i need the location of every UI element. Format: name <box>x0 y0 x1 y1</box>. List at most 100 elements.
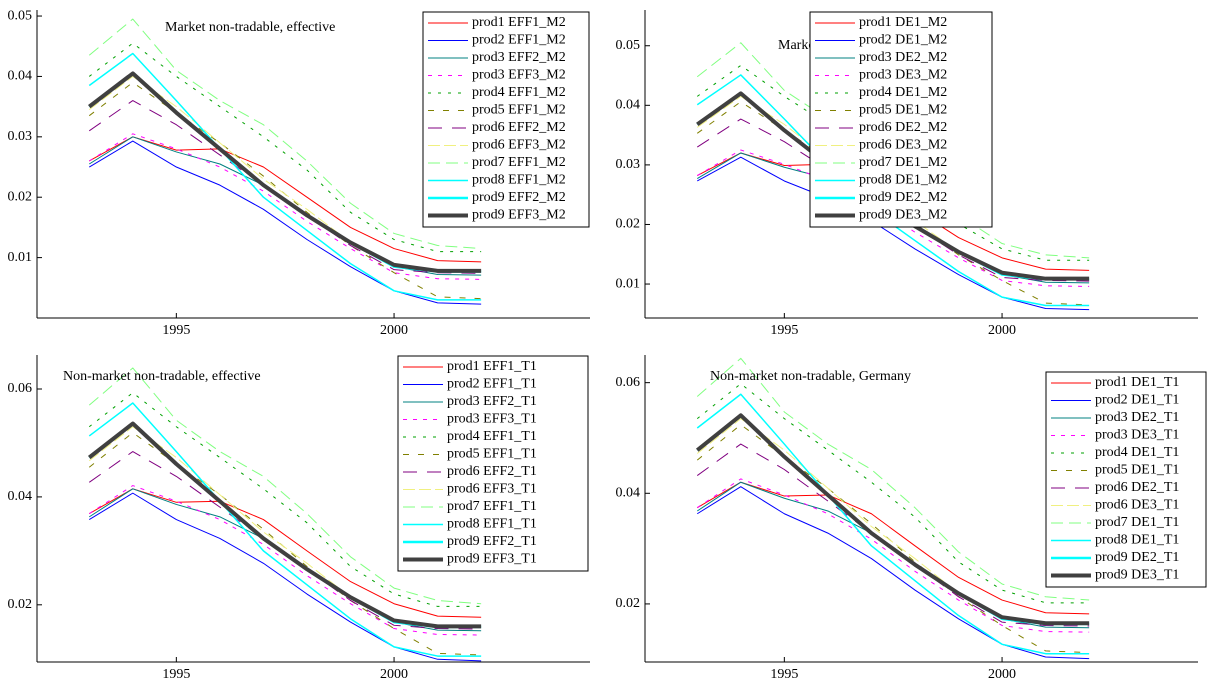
legend-label: prod7 DE1_M2 <box>859 155 947 170</box>
legend: prod1 DE1_M2 prod2 DE1_M2 prod3 DE2_M2prod… <box>809 11 993 228</box>
legend: prod1 EFF1_M2 prod2 EFF1_M2 prod3 EFF2_M2p… <box>422 11 590 228</box>
legend-label: prod3 EFF2_T1 <box>447 394 537 409</box>
legend-label: prod5 EFF1_T1 <box>447 447 537 462</box>
legend-label: prod2 EFF1_T1 <box>447 377 537 392</box>
legend-label: prod1 EFF1_M2 <box>472 15 566 30</box>
x-tick-label: 2000 <box>988 323 1016 338</box>
legend-label: prod9 EFF3_M2 <box>472 208 566 223</box>
legend-label: prod7 DE1_T1 <box>1095 515 1179 530</box>
series-line <box>88 81 482 300</box>
series-line <box>696 443 1090 627</box>
x-tick-label: 2000 <box>988 667 1016 682</box>
series-line <box>88 133 482 280</box>
legend-label: prod3 DE2_T1 <box>1095 410 1179 425</box>
series-line <box>696 486 1090 660</box>
x-tick-label: 2000 <box>380 323 408 338</box>
legend-label: prod6 DE3_M2 <box>859 138 947 153</box>
series-line <box>88 42 482 253</box>
legend-label: prod5 DE1_T1 <box>1095 463 1179 478</box>
series-line <box>696 101 1090 306</box>
series-line <box>696 357 1090 601</box>
series-line <box>88 100 482 274</box>
series-line <box>696 393 1090 655</box>
legend-label: prod7 EFF1_M2 <box>472 155 566 170</box>
legend-box <box>397 355 589 572</box>
series-line <box>88 421 482 629</box>
series-line <box>696 481 1090 615</box>
legend-label: prod9 DE2_M2 <box>859 190 947 205</box>
y-tick-label: 0.02 <box>8 597 33 612</box>
legend-label: prod2 DE1_M2 <box>859 33 947 48</box>
legend-label: prod9 EFF2_T1 <box>447 534 537 549</box>
legend-label: prod5 EFF1_M2 <box>472 103 566 118</box>
series-line <box>88 140 482 305</box>
series-line <box>89 488 482 618</box>
series-line <box>696 64 1090 261</box>
legend-label: prod9 DE3_T1 <box>1095 568 1179 583</box>
legend-label: prod9 DE3_M2 <box>859 208 947 223</box>
series-line <box>88 71 482 273</box>
legend-label: prod8 EFF1_M2 <box>472 173 566 188</box>
y-tick-label: 0.04 <box>616 486 641 501</box>
series-line <box>88 75 482 272</box>
legend-label: prod5 DE1_M2 <box>859 103 947 118</box>
y-tick-label: 0.06 <box>8 381 33 396</box>
series-line <box>88 402 482 657</box>
series-line <box>696 424 1090 654</box>
legend-label: prod3 EFF3_T1 <box>447 412 537 427</box>
legend-label: prod3 DE3_M2 <box>859 68 947 83</box>
legend-label: prod6 EFF3_M2 <box>472 138 566 153</box>
x-tick-label: 1995 <box>770 667 798 682</box>
series-line <box>88 485 482 636</box>
legend-label: prod8 EFF1_T1 <box>447 517 537 532</box>
legend-label: prod4 EFF1_M2 <box>472 85 566 100</box>
x-tick-label: 2000 <box>380 667 408 682</box>
legend-label: prod3 DE2_M2 <box>859 50 947 65</box>
series-line <box>88 367 482 605</box>
series-line <box>88 492 482 662</box>
chart-title: Market non-tradable, effective <box>165 20 335 35</box>
legend-label: prod6 DE2_T1 <box>1095 480 1179 495</box>
series-line <box>88 392 482 607</box>
chart-title: Non-market non-tradable, Germany <box>710 369 911 384</box>
legend: prod1 DE1_T1 prod2 DE1_T1 prod3 DE2_T1prod… <box>1045 371 1207 588</box>
y-tick-label: 0.06 <box>616 375 641 390</box>
legend-label: prod4 EFF1_T1 <box>447 429 537 444</box>
legend-label: prod6 EFF2_M2 <box>472 120 566 135</box>
legend-label: prod2 EFF1_M2 <box>472 33 566 48</box>
legend-label: prod9 EFF2_M2 <box>472 190 566 205</box>
y-tick-label: 0.03 <box>616 157 641 172</box>
legend: prod1 EFF1_T1 prod2 EFF1_T1 prod3 EFF2_T1p… <box>397 355 589 572</box>
legend-label: prod8 DE1_M2 <box>859 173 947 188</box>
legend-label: prod4 DE1_T1 <box>1095 445 1179 460</box>
series-line <box>88 451 482 630</box>
x-tick-label: 1995 <box>770 323 798 338</box>
series-line <box>88 72 482 273</box>
series-line <box>696 478 1090 633</box>
y-tick-label: 0.04 <box>8 489 33 504</box>
y-tick-label: 0.04 <box>8 69 33 84</box>
y-tick-label: 0.02 <box>8 189 33 204</box>
legend-label: prod8 DE1_T1 <box>1095 533 1179 548</box>
series-line <box>696 118 1090 282</box>
y-tick-label: 0.05 <box>616 38 641 53</box>
y-tick-label: 0.01 <box>616 276 641 291</box>
series-line <box>696 383 1090 604</box>
legend-label: prod6 EFF3_T1 <box>447 482 537 497</box>
legend-label: prod7 EFF1_T1 <box>447 499 537 514</box>
legend-label: prod2 DE1_T1 <box>1095 393 1179 408</box>
series-line <box>696 418 1090 625</box>
legend-label: prod1 DE1_T1 <box>1095 375 1179 390</box>
y-tick-label: 0.04 <box>616 98 641 113</box>
series-line <box>88 432 482 656</box>
legend-label: prod3 EFF3_M2 <box>472 68 566 83</box>
series-line <box>88 52 482 301</box>
legend-label: prod1 DE1_M2 <box>859 15 947 30</box>
legend-label: prod3 EFF2_M2 <box>472 50 566 65</box>
series-line <box>697 156 1090 311</box>
y-tick-label: 0.03 <box>8 129 33 144</box>
y-tick-label: 0.05 <box>8 8 33 23</box>
y-tick-label: 0.01 <box>8 250 33 265</box>
x-tick-label: 1995 <box>162 323 190 338</box>
